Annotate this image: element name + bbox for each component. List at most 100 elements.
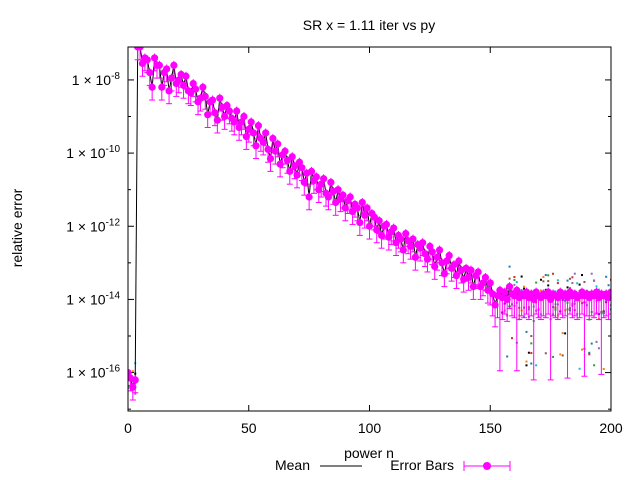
sample-point: [527, 351, 530, 354]
sample-point: [564, 332, 567, 335]
mean-point: [491, 301, 499, 309]
y-tick-label: 1 × 10-14: [66, 290, 120, 307]
mean-point: [266, 154, 275, 163]
sample-point: [588, 351, 591, 354]
mean-point: [377, 231, 386, 240]
mean-point: [361, 211, 369, 219]
sample-point: [571, 282, 574, 285]
sample-point: [581, 348, 584, 351]
mean-point: [189, 79, 197, 88]
mean-point: [474, 268, 482, 276]
mean-point: [274, 140, 282, 148]
sample-point: [588, 353, 591, 356]
sample-point: [590, 272, 593, 275]
mean-point: [375, 217, 383, 225]
x-tick-label: 100: [358, 420, 382, 436]
sample-point: [530, 335, 533, 338]
mean-point: [254, 122, 263, 130]
x-axis-label: power n: [344, 445, 394, 461]
sample-point: [552, 355, 555, 358]
sample-point: [556, 279, 559, 282]
sample-point: [568, 277, 571, 280]
mean-point: [419, 239, 427, 247]
sample-point: [508, 277, 511, 280]
sample-point: [566, 286, 569, 289]
sample-point: [547, 284, 550, 287]
mean-point: [409, 235, 417, 243]
sample-point: [576, 282, 579, 285]
sample-point: [542, 275, 545, 278]
sample-point: [131, 370, 134, 373]
mean-point: [433, 253, 441, 261]
mean-point: [271, 147, 279, 155]
mean-point: [346, 193, 354, 201]
mean-point: [242, 133, 250, 141]
sample-point: [547, 280, 550, 283]
sample-point: [559, 353, 562, 356]
y-axis-label: relative error: [9, 188, 25, 267]
mean-point: [175, 76, 183, 84]
sample-point: [607, 284, 610, 287]
mean-point: [146, 69, 154, 77]
mean-point: [455, 257, 463, 265]
sample-point: [134, 392, 137, 395]
sample-point: [595, 285, 598, 288]
mean-point: [390, 224, 398, 232]
sample-point: [547, 274, 550, 277]
sample-point: [506, 293, 509, 296]
sample-point: [510, 337, 513, 340]
sample-point: [544, 352, 547, 355]
mean-point: [317, 180, 325, 188]
sample-point: [539, 278, 542, 281]
sample-point: [583, 280, 586, 283]
mean-point: [503, 295, 511, 304]
mean-point: [192, 85, 200, 93]
sample-point: [530, 352, 533, 355]
sample-point: [535, 281, 538, 284]
mean-point: [339, 191, 347, 199]
mean-point: [363, 204, 371, 212]
sample-point: [513, 283, 516, 286]
sample-point: [593, 279, 596, 282]
sample-point: [525, 364, 528, 367]
mean-point: [607, 288, 611, 296]
mean-point: [150, 54, 159, 62]
sample-point: [581, 274, 584, 277]
sample-point: [561, 354, 564, 357]
mean-point: [143, 56, 151, 64]
mean-point: [252, 142, 260, 150]
sample-point: [595, 340, 598, 343]
mean-point: [399, 246, 407, 254]
mean-point: [240, 112, 248, 121]
x-tick-label: 200: [599, 420, 623, 436]
sample-point: [539, 289, 542, 292]
mean-point: [373, 226, 381, 234]
axis-ticks: 0 50 100 150 200 1 × 10-8 1 × 10-10 1 × 10-12 1 …: [66, 47, 623, 436]
mean-point: [136, 47, 144, 51]
sample-point: [523, 287, 526, 290]
sample-point: [535, 364, 538, 367]
sample-point: [605, 275, 608, 278]
mean-point: [269, 134, 277, 143]
y-tick-label: 1 × 10-16: [66, 364, 120, 381]
legend-mean-label: Mean: [275, 457, 310, 473]
mean-point: [382, 220, 391, 229]
mean-point: [505, 283, 514, 291]
mean-point: [163, 65, 171, 73]
mean-point: [237, 118, 246, 126]
mean-point: [464, 273, 473, 282]
sample-point: [561, 332, 564, 335]
mean-point: [298, 164, 306, 172]
mean-point: [148, 83, 156, 91]
mean-point: [262, 129, 270, 137]
sample-point: [132, 453, 134, 455]
mean-point: [247, 118, 255, 126]
sample-point: [593, 364, 596, 367]
sample-point: [506, 355, 509, 358]
mean-point: [604, 293, 611, 302]
mean-point: [225, 107, 234, 115]
mean-point: [170, 61, 178, 69]
sample-point: [552, 272, 555, 275]
mean-point: [356, 218, 364, 227]
